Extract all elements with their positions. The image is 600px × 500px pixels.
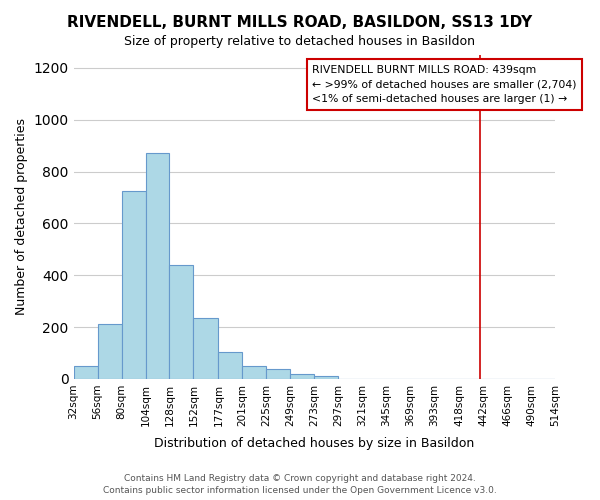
Y-axis label: Number of detached properties: Number of detached properties [15, 118, 28, 316]
Bar [74, 366, 98, 379]
Bar [98, 324, 122, 379]
Bar [266, 368, 290, 379]
Text: RIVENDELL BURNT MILLS ROAD: 439sqm
← >99% of detached houses are smaller (2,704): RIVENDELL BURNT MILLS ROAD: 439sqm ← >99… [312, 64, 577, 104]
Bar [169, 265, 193, 379]
Bar [218, 352, 242, 379]
Text: Contains HM Land Registry data © Crown copyright and database right 2024.
Contai: Contains HM Land Registry data © Crown c… [103, 474, 497, 495]
X-axis label: Distribution of detached houses by size in Basildon: Distribution of detached houses by size … [154, 437, 475, 450]
Bar [146, 154, 169, 379]
Bar [193, 318, 218, 379]
Bar [242, 366, 266, 379]
Text: Size of property relative to detached houses in Basildon: Size of property relative to detached ho… [125, 35, 476, 48]
Text: RIVENDELL, BURNT MILLS ROAD, BASILDON, SS13 1DY: RIVENDELL, BURNT MILLS ROAD, BASILDON, S… [67, 15, 533, 30]
Bar [314, 376, 338, 379]
Bar [122, 191, 146, 379]
Bar [290, 374, 314, 379]
